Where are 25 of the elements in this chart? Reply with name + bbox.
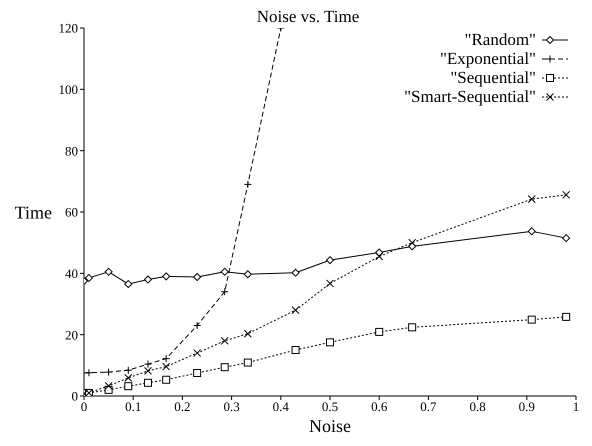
- y-tick-label: 100: [58, 82, 78, 97]
- x-tick-label: 1: [572, 399, 580, 414]
- x-tick-label: 0.4: [272, 399, 290, 414]
- y-tick-label: 0: [72, 388, 78, 404]
- y-tick-label: 20: [65, 327, 78, 342]
- chart-title: Noise vs. Time: [256, 7, 360, 26]
- y-tick-label: 60: [65, 204, 78, 220]
- y-tick-label: 120: [58, 20, 78, 36]
- x-axis-title: Noise: [309, 416, 352, 436]
- x-tick-label: 0.3: [223, 399, 240, 414]
- legend-label: "Sequential": [450, 68, 536, 87]
- y-tick-label: 40: [65, 266, 78, 281]
- legend-label: "Exponential": [440, 49, 536, 68]
- x-tick-label: 0.9: [518, 399, 535, 414]
- legend-label: "Smart-Sequential": [404, 87, 536, 106]
- y-tick-label: 80: [65, 143, 78, 158]
- x-tick-label: 0.2: [174, 399, 191, 414]
- legend-label: "Random": [464, 30, 536, 49]
- x-tick-label: 0.5: [322, 399, 338, 414]
- x-tick-label: 0.8: [469, 399, 486, 414]
- x-tick-label: 0.7: [420, 399, 438, 414]
- y-axis-title: Time: [14, 202, 52, 222]
- x-tick-label: 0.1: [125, 399, 142, 414]
- x-tick-label: 0: [80, 399, 88, 414]
- x-tick-label: 0.6: [371, 399, 388, 414]
